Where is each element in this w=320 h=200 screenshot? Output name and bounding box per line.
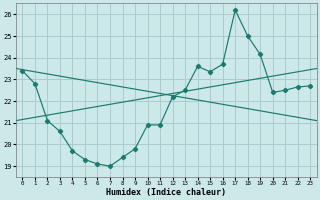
X-axis label: Humidex (Indice chaleur): Humidex (Indice chaleur) (106, 188, 226, 197)
